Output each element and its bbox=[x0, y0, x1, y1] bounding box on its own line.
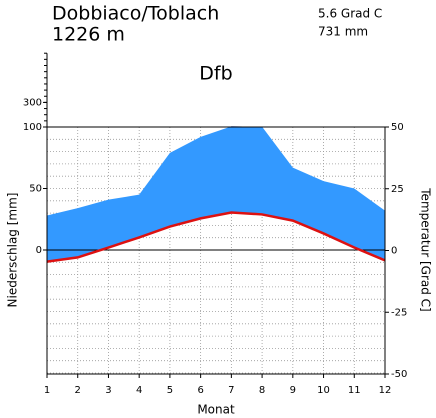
x-tick-label: 1 bbox=[44, 385, 50, 396]
x-tick-label: 4 bbox=[136, 385, 142, 396]
y2-tick-label: -50 bbox=[391, 369, 407, 380]
x-tick-label: 2 bbox=[75, 385, 81, 396]
precipitation-area bbox=[47, 126, 385, 262]
y2-tick-label: -25 bbox=[391, 307, 407, 318]
y-tick-label: 0 bbox=[36, 245, 42, 256]
x-tick-label: 10 bbox=[317, 385, 330, 396]
x-tick-label: 5 bbox=[167, 385, 173, 396]
x-tick-label: 12 bbox=[379, 385, 392, 396]
x-tick-label: 3 bbox=[105, 385, 111, 396]
y-tick-label: 300 bbox=[23, 97, 42, 108]
mean-temperature: 5.6 Grad C bbox=[318, 7, 382, 21]
x-tick-label: 8 bbox=[259, 385, 265, 396]
y-tick-label: 100 bbox=[23, 122, 42, 133]
y2-axis-label: Temperatur [Grad C] bbox=[419, 187, 433, 311]
climate-class: Dfb bbox=[199, 63, 232, 85]
annual-precipitation: 731 mm bbox=[318, 25, 368, 39]
x-tick-label: 6 bbox=[197, 385, 203, 396]
x-tick-label: 9 bbox=[290, 385, 296, 396]
x-tick-label: 7 bbox=[228, 385, 234, 396]
chart-subtitle: 1226 m bbox=[52, 24, 125, 46]
y2-tick-label: 0 bbox=[391, 246, 397, 257]
y2-tick-label: 50 bbox=[391, 122, 404, 133]
x-tick-label: 11 bbox=[348, 385, 361, 396]
x-axis-label: Monat bbox=[197, 403, 235, 417]
chart-title: Dobbiaco/Toblach bbox=[52, 3, 219, 25]
y-axis-label: Niederschlag [mm] bbox=[6, 193, 20, 308]
temperature-line bbox=[46, 211, 386, 263]
y-tick-label: 50 bbox=[29, 184, 42, 195]
y2-tick-label: 25 bbox=[391, 184, 404, 195]
